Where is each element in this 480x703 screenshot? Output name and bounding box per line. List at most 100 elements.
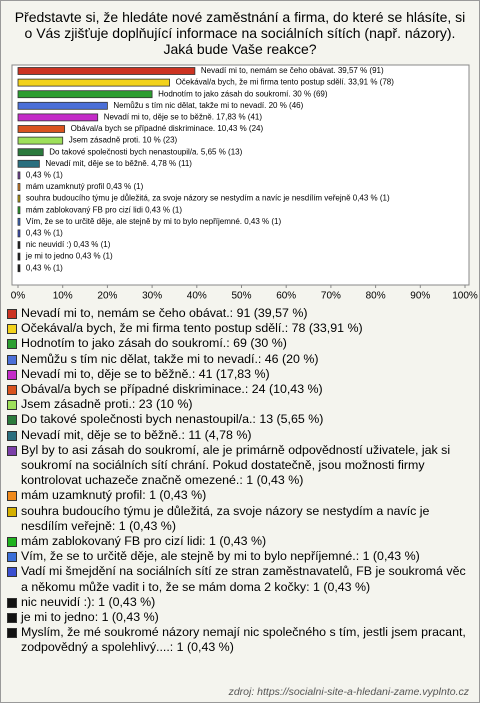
legend-label: Nemůžu s tím nic dělat, takže mi to neva… [21, 351, 319, 366]
legend-swatch [7, 354, 17, 365]
legend-swatch [7, 491, 17, 502]
bar [17, 78, 170, 87]
value-label: je mi to jedno 0,43 % (1) [25, 252, 113, 261]
bar [17, 159, 40, 168]
x-tick-label: 20% [97, 291, 117, 301]
bar [17, 194, 21, 203]
bar [17, 206, 21, 215]
legend-item: Očekával/a bych, že mi firma tento postu… [7, 321, 469, 336]
value-label: nic neuvidí :) 0,43 % (1) [26, 240, 111, 249]
x-tick-label: 60% [276, 291, 296, 301]
bar [17, 252, 21, 261]
legend-item: Nemůžu s tím nic dělat, takže mi to neva… [7, 352, 469, 367]
x-tick-label: 30% [142, 291, 162, 301]
value-label: Nevadí mit, děje se to běžně. 4,78 % (11… [45, 159, 192, 168]
legend-item: Vím, že se to určitě děje, ale stejně by… [7, 549, 469, 564]
legend-label: Jsem zásadně proti.: 23 (10 %) [21, 397, 193, 412]
bar [17, 125, 66, 133]
bar [17, 171, 21, 180]
legend-item: nic neuvidí :): 1 (0,43 %) [7, 595, 469, 610]
legend-label: Očekával/a bych, že mi firma tento postu… [21, 321, 363, 336]
legend-item: Jsem zásadně proti.: 23 (10 %) [7, 397, 469, 412]
x-tick-label: 0% [11, 291, 26, 301]
legend-item: Nevadí mi to, nemám se čeho obávat.: 91 … [7, 306, 469, 321]
legend-swatch [7, 613, 17, 624]
x-tick-label: 50% [231, 291, 251, 301]
chart: 0% 10% 20% 30% 40% 50% 60% 70% 80% 90% 100% Nevadí … [11, 64, 478, 301]
legend: Nevadí mi to, nemám se čeho obávat.: 91 … [7, 306, 469, 656]
value-label: Do takové společnosti bych nenastoupil/a… [49, 147, 242, 156]
legend-label: Vadí mi šmejdění na sociálních sítí ze s… [21, 564, 466, 594]
bar [17, 136, 64, 145]
legend-label: mám zablokovaný FB pro cizí lidi: 1 (0,4… [21, 534, 267, 549]
x-tick-label: 100% [452, 291, 478, 301]
legend-label: Vím, že se to určitě děje, ale stejně by… [21, 549, 420, 564]
plot-area [11, 64, 470, 286]
bar [17, 148, 44, 157]
bar [17, 183, 21, 191]
legend-label: Hodnotím to jako zásah do soukromí.: 69 … [21, 336, 287, 351]
legend-label: Byl by to asi zásah do soukromí, ale je … [21, 442, 451, 488]
bar [17, 241, 21, 249]
x-tick-label: 10% [53, 291, 73, 301]
legend-label: Do takové společnosti bych nenastoupil/a… [21, 412, 324, 427]
value-label: mám uzamknutý profil 0,43 % (1) [26, 182, 144, 191]
value-label: Vím, že se to určitě děje, ale stejně by… [26, 217, 282, 226]
legend-label: je mi to jedno: 1 (0,43 %) [21, 610, 159, 625]
legend-item: Byl by to asi zásah do soukromí, ale je … [7, 443, 469, 489]
legend-swatch [7, 400, 17, 411]
legend-swatch [7, 324, 17, 335]
legend-label: Myslím, že mé soukromé názory nemají nic… [21, 625, 466, 655]
legend-swatch [7, 430, 17, 441]
legend-swatch [7, 537, 17, 548]
value-label: souhra budoucího týmu je důležitá, za sv… [26, 194, 390, 203]
legend-item: Nevadí mit, děje se to běžně.: 11 (4,78 … [7, 428, 469, 443]
chart-title: Představte si, že hledáte nové zaměstnán… [14, 9, 466, 57]
value-label: Hodnotím to jako zásah do soukromí. 30 %… [158, 89, 328, 98]
legend-swatch [7, 445, 17, 456]
legend-item: souhra budoucího týmu je důležitá, za sv… [7, 504, 469, 534]
legend-item: Obával/a bych se případné diskriminace.:… [7, 382, 469, 397]
bar [17, 101, 108, 110]
legend-swatch [7, 597, 17, 608]
value-label: 0,43 % (1) [26, 171, 63, 180]
legend-item: Do takové společnosti bych nenastoupil/a… [7, 412, 469, 427]
bar [17, 229, 21, 238]
x-tick-label: 90% [410, 291, 430, 301]
legend-swatch [7, 339, 17, 350]
legend-item: mám zablokovaný FB pro cizí lidi: 1 (0,4… [7, 534, 469, 549]
legend-label: Nevadí mi to, děje se to běžně.: 41 (17,… [21, 366, 270, 381]
legend-swatch [7, 385, 17, 396]
value-label: Očekával/a bych, že mi firma tento postu… [176, 78, 395, 87]
legend-item: Nevadí mi to, děje se to běžně.: 41 (17,… [7, 367, 469, 382]
legend-swatch [7, 567, 17, 578]
value-label: Obával/a bych se případné diskriminace. … [71, 124, 264, 133]
legend-item: Myslím, že mé soukromé názory nemají nic… [7, 625, 469, 655]
value-label: mám zablokovaný FB pro cizí lidi 0,43 % … [26, 205, 182, 214]
value-label: 0,43 % (1) [26, 263, 63, 272]
bar [17, 113, 99, 122]
legend-swatch [7, 506, 17, 517]
source: zdroj: https://socialni-site-a-hledani-z… [228, 686, 469, 698]
bar [17, 264, 21, 273]
legend-label: Nevadí mit, děje se to běžně.: 11 (4,78 … [21, 427, 252, 442]
legend-swatch [7, 415, 17, 426]
legend-swatch [7, 628, 17, 639]
legend-item: Vadí mi šmejdění na sociálních sítí ze s… [7, 564, 469, 594]
value-label: Nevadí mi to, nemám se čeho obávat. 39,5… [201, 66, 384, 75]
bar [17, 67, 196, 75]
legend-label: souhra budoucího týmu je důležitá, za sv… [21, 503, 430, 533]
legend-swatch [7, 552, 17, 563]
legend-item: Hodnotím to jako zásah do soukromí.: 69 … [7, 336, 469, 351]
bar [17, 90, 153, 99]
legend-label: Obával/a bych se případné diskriminace.:… [21, 382, 323, 397]
value-label: Nemůžu s tím nic dělat, takže mi to neva… [113, 101, 303, 110]
x-tick-label: 80% [366, 291, 386, 301]
legend-item: je mi to jedno: 1 (0,43 %) [7, 610, 469, 625]
legend-item: mám uzamknutý profil: 1 (0,43 %) [7, 488, 469, 503]
legend-swatch [7, 369, 17, 380]
x-tick-label: 70% [321, 291, 341, 301]
x-tick-label: 40% [187, 291, 207, 301]
bar [17, 217, 21, 226]
